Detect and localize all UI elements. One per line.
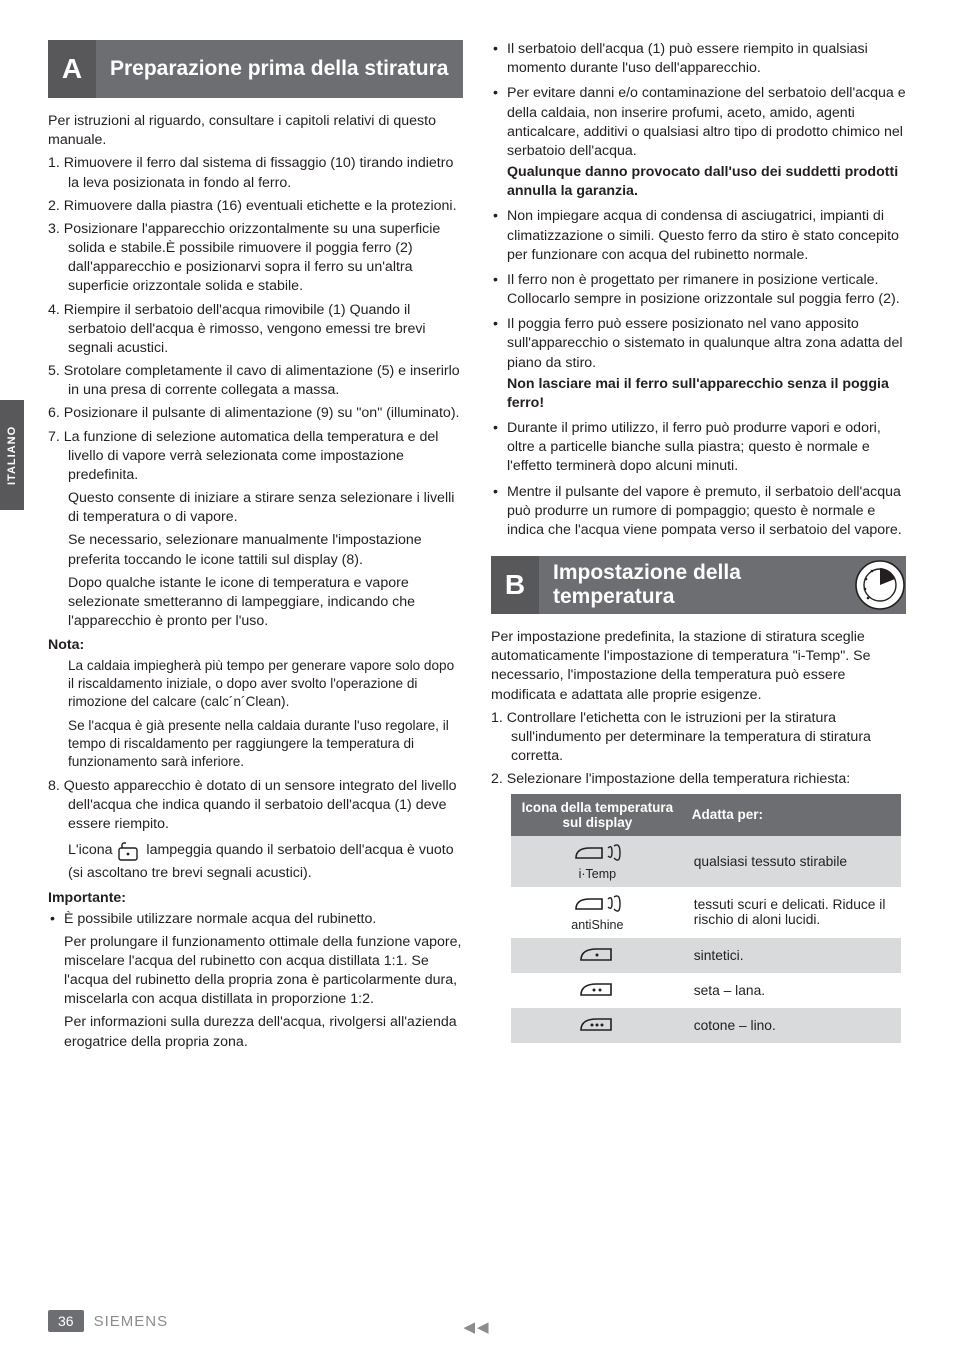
bullet-item: Per evitare danni e/o contaminazione del… [491, 84, 906, 201]
table-icon-cell: i·Temp [511, 836, 684, 887]
table-desc-cell: cotone – lino. [684, 1008, 901, 1043]
table-icon-cell [511, 938, 684, 973]
section-b-letter: B [491, 556, 539, 614]
nota-text: Se l'acqua è già presente nella caldaia … [48, 717, 463, 771]
list-item: 6. Posizionare il pulsante di alimentazi… [48, 404, 463, 423]
tank-icon [116, 838, 142, 864]
table-icon-cell: antiShine [511, 887, 684, 938]
bullet-item: Il poggia ferro può essere posizionato n… [491, 315, 906, 413]
section-a-list-cont: 8. Questo apparecchio è dotato di un sen… [48, 777, 463, 884]
nota-label: Nota: [48, 637, 463, 653]
bullet-item: Il ferro non è progettato per rimanere i… [491, 271, 906, 309]
table-row: sintetici. [511, 938, 901, 973]
section-b-wrap: B Impostazione della temperatura [491, 556, 906, 614]
table-icon-cell [511, 1008, 684, 1043]
bullet-item: Durante il primo utilizzo, il ferro può … [491, 419, 906, 477]
table-header-for: Adatta per: [684, 794, 901, 836]
list-item: 2. Selezionare l'impostazione della temp… [491, 770, 906, 789]
section-a-header: A Preparazione prima della stiratura [48, 40, 463, 98]
section-b-header: B Impostazione della temperatura [491, 556, 906, 614]
list-item: 5. Srotolare completamente il cavo di al… [48, 362, 463, 400]
nav-arrows-icon[interactable]: ◀◀ [463, 1318, 490, 1336]
bullet-item: Mentre il pulsante del vapore è premuto,… [491, 483, 906, 541]
right-column: Il serbatoio dell'acqua (1) può essere r… [491, 40, 906, 1058]
page-footer: 36 SIEMENS [48, 1310, 168, 1332]
table-desc-cell: seta – lana. [684, 973, 901, 1008]
bullet-bold: Qualunque danno provocato dall'uso dei s… [507, 163, 906, 201]
list-sub: Questo consente di iniziare a stirare se… [68, 489, 463, 527]
iron-steam-icon [570, 842, 624, 864]
importante-list: È possibile utilizzare normale acqua del… [48, 910, 463, 1052]
iron-dot1-icon [577, 944, 617, 964]
section-b-list: 1. Controllare l'etichetta con le istruz… [491, 709, 906, 790]
list-item: 4. Riempire il serbatoio dell'acqua rimo… [48, 301, 463, 359]
two-column-layout: A Preparazione prima della stiratura Per… [48, 40, 906, 1058]
list-sub: Se necessario, selezionare manualmente l… [68, 531, 463, 569]
section-b-title: Impostazione della temperatura [539, 556, 906, 614]
list-item: 1. Rimuovere il ferro dal sistema di fis… [48, 154, 463, 192]
section-a-list: 1. Rimuovere il ferro dal sistema di fis… [48, 154, 463, 631]
importante-para: Per prolungare il funzionamento ottimale… [64, 933, 463, 1010]
list-sub-icon-line: L'icona lampeggia quando il serbatoio de… [68, 838, 463, 883]
table-header-icon: Icona della temperatura sul display [511, 794, 684, 836]
table-icon-cell [511, 973, 684, 1008]
right-bullets: Il serbatoio dell'acqua (1) può essere r… [491, 40, 906, 540]
icon-label: i·Temp [515, 867, 680, 881]
left-column: A Preparazione prima della stiratura Per… [48, 40, 463, 1058]
language-tab: ITALIANO [0, 400, 24, 510]
table-desc-cell: sintetici. [684, 938, 901, 973]
list-item: 8. Questo apparecchio è dotato di un sen… [48, 777, 463, 884]
nota-text: La caldaia impiegherà più tempo per gene… [48, 657, 463, 711]
temperature-table: Icona della temperatura sul display Adat… [511, 794, 901, 1043]
dial-icon [854, 559, 906, 611]
section-a-letter: A [48, 40, 96, 98]
table-header-row: Icona della temperatura sul display Adat… [511, 794, 901, 836]
brand-label: SIEMENS [94, 1313, 169, 1330]
iron-dot2-icon [577, 979, 617, 999]
section-b-intro: Per impostazione predefinita, la stazion… [491, 628, 906, 705]
list-item: 1. Controllare l'etichetta con le istruz… [491, 709, 906, 767]
iron-dot3-icon [577, 1014, 617, 1034]
table-row: cotone – lino. [511, 1008, 901, 1043]
importante-label: Importante: [48, 890, 463, 906]
list-item: 2. Rimuovere dalla piastra (16) eventual… [48, 197, 463, 216]
bullet-bold: Non lasciare mai il ferro sull'apparecch… [507, 375, 906, 413]
importante-para: Per informazioni sulla durezza dell'acqu… [64, 1013, 463, 1051]
table-desc-cell: qualsiasi tessuto stirabile [684, 836, 901, 887]
bullet-item: Il serbatoio dell'acqua (1) può essere r… [491, 40, 906, 78]
table-row: seta – lana. [511, 973, 901, 1008]
importante-item: È possibile utilizzare normale acqua del… [48, 910, 463, 1052]
icon-label: antiShine [515, 918, 680, 932]
table-row: antiShine tessuti scuri e delicati. Ridu… [511, 887, 901, 938]
section-a-intro: Per istruzioni al riguardo, consultare i… [48, 112, 463, 150]
bullet-item: Non impiegare acqua di condensa di asciu… [491, 207, 906, 265]
list-sub: Dopo qualche istante le icone di tempera… [68, 574, 463, 632]
list-item: 7. La funzione di selezione automatica d… [48, 428, 463, 632]
table-desc-cell: tessuti scuri e delicati. Riduce il risc… [684, 887, 901, 938]
page-number: 36 [48, 1310, 84, 1332]
table-row: i·Temp qualsiasi tessuto stirabile [511, 836, 901, 887]
list-item: 3. Posizionare l'apparecchio orizzontalm… [48, 220, 463, 297]
section-a-title: Preparazione prima della stiratura [96, 40, 463, 98]
iron-steam-icon [570, 893, 624, 915]
